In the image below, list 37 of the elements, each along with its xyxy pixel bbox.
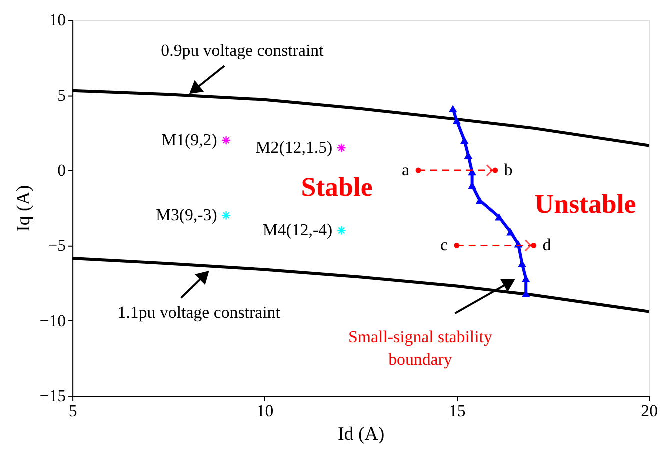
annotation: M1(9,2) — [162, 130, 218, 150]
annotation: M4(12,-4) — [262, 220, 333, 240]
annotation: Stable — [301, 172, 373, 202]
point — [495, 214, 504, 221]
annotation: c — [440, 236, 448, 255]
point — [531, 242, 537, 248]
y-tick-label: −5 — [48, 236, 66, 256]
point — [222, 210, 232, 220]
point — [452, 117, 462, 125]
y-tick-label: −10 — [40, 311, 66, 330]
point — [222, 136, 232, 146]
point — [460, 136, 469, 144]
point — [506, 228, 515, 236]
y-tick-label: 5 — [58, 86, 66, 105]
annotation: b — [504, 160, 513, 180]
x-axis-title: Id (A) — [338, 424, 385, 446]
point — [416, 168, 422, 174]
annotation: M3(9,-3) — [156, 206, 218, 225]
annotation: a — [402, 160, 410, 180]
point — [336, 226, 346, 236]
x-tick-label: 15 — [448, 401, 466, 420]
annotation: 0.9pu voltage constraint — [161, 41, 324, 60]
y-tick-label: −15 — [40, 386, 66, 406]
y-tick-label: 10 — [49, 10, 66, 30]
annotation: 1.1pu voltage constraint — [118, 302, 281, 322]
annotation: Unstable — [534, 189, 636, 220]
x-tick-label: 10 — [256, 401, 274, 420]
y-tick-label: 0 — [58, 161, 66, 180]
y-axis-title: Iq (A) — [14, 185, 35, 232]
x-tick-label: 20 — [641, 401, 658, 420]
annotation: M2(12,1.5) — [256, 138, 333, 157]
point — [454, 242, 460, 248]
point — [448, 105, 458, 113]
point — [336, 143, 346, 153]
annotation: d — [542, 236, 552, 255]
annotation: Small-signal stability boundary — [348, 327, 493, 370]
point — [492, 168, 498, 174]
